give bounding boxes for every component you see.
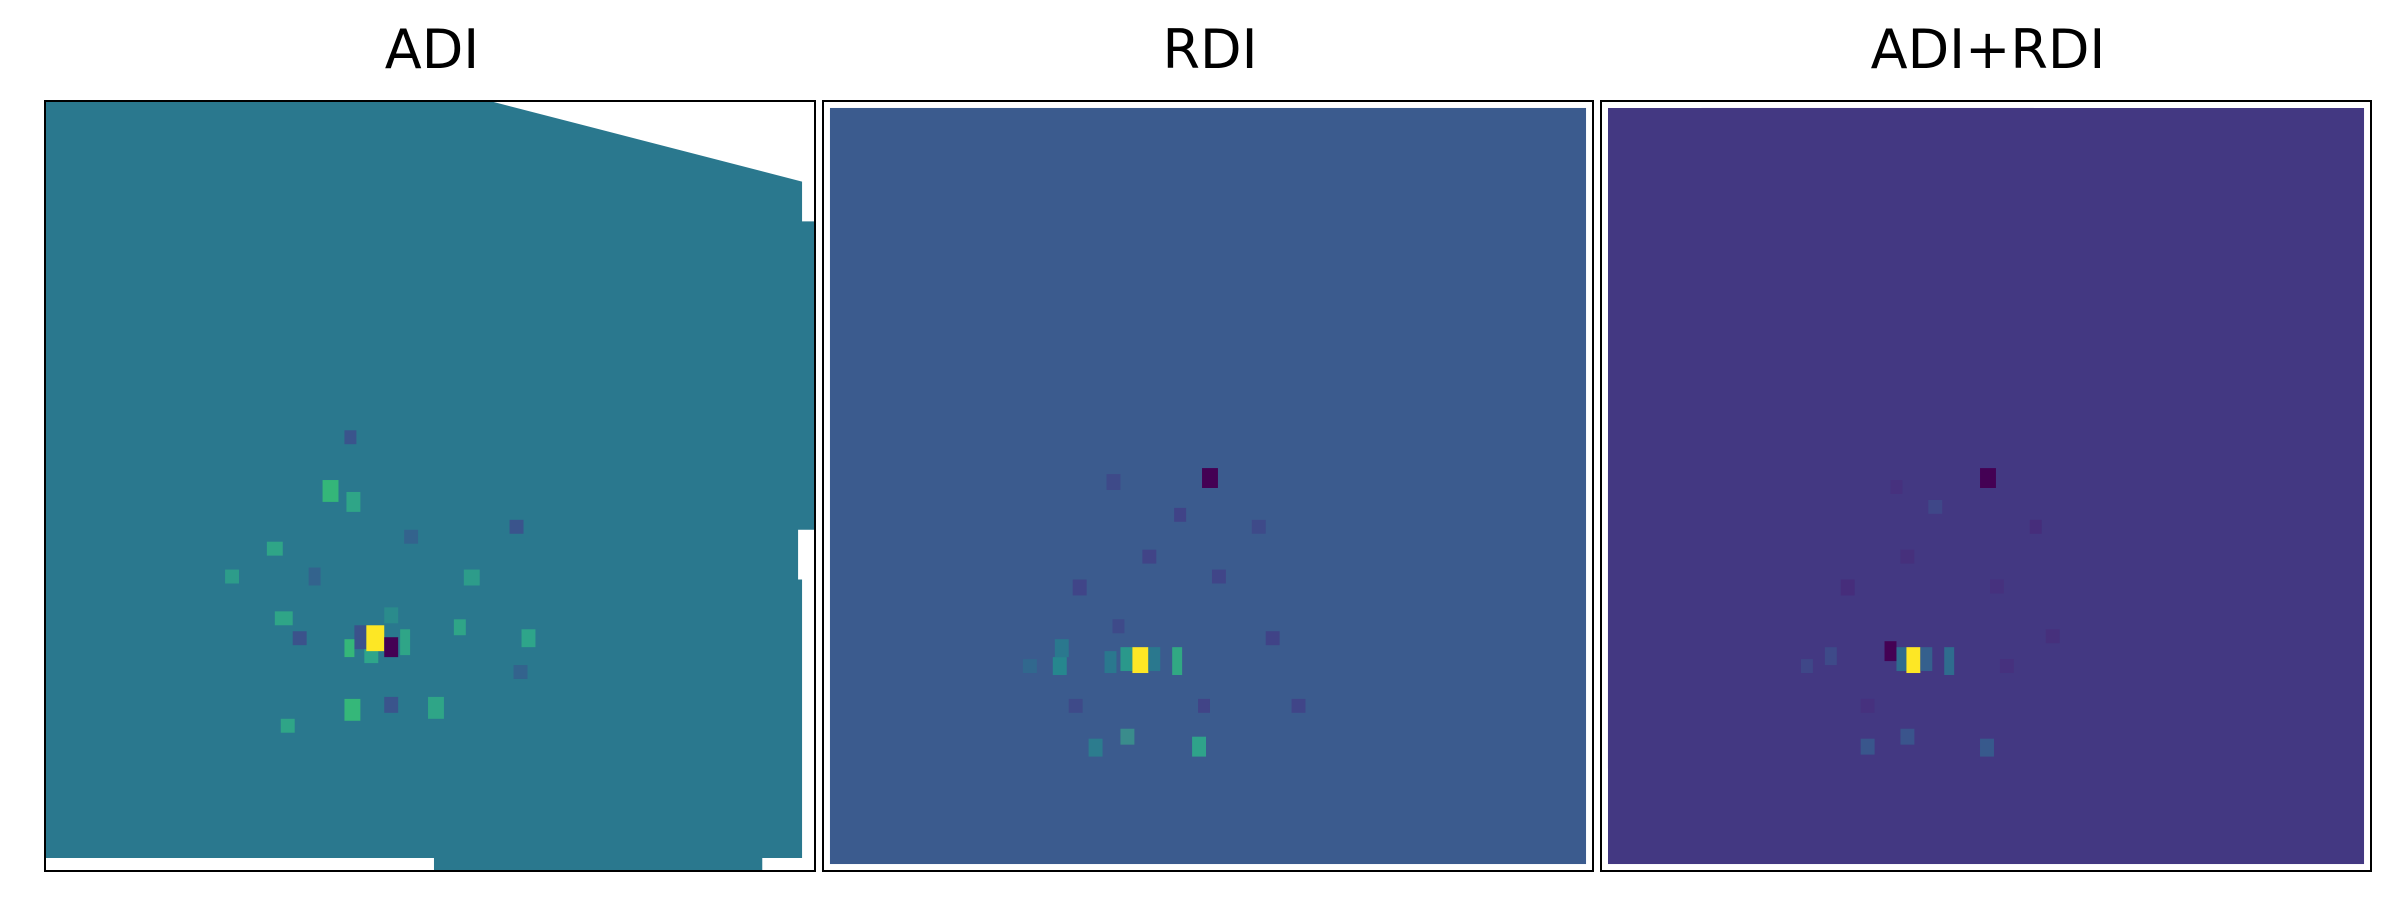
adi-rdi-image: [1602, 102, 2370, 870]
panel-title-rdi: RDI: [1162, 18, 1258, 81]
panel-title-adi-rdi: ADI+RDI: [1870, 18, 2106, 81]
adi-frame-fill: [46, 102, 814, 870]
rdi-speckles: [1022, 468, 1306, 757]
image-panel-adi-rdi: [1600, 100, 2372, 872]
panel-title-adi: ADI: [384, 18, 480, 81]
adi-rdi-speckles: [1800, 468, 2060, 757]
adi-speckles: [225, 430, 536, 733]
image-panel-adi: [44, 100, 816, 872]
adi-image: [46, 102, 814, 870]
rdi-image: [829, 107, 1587, 865]
image-panel-rdi: [822, 100, 1594, 872]
